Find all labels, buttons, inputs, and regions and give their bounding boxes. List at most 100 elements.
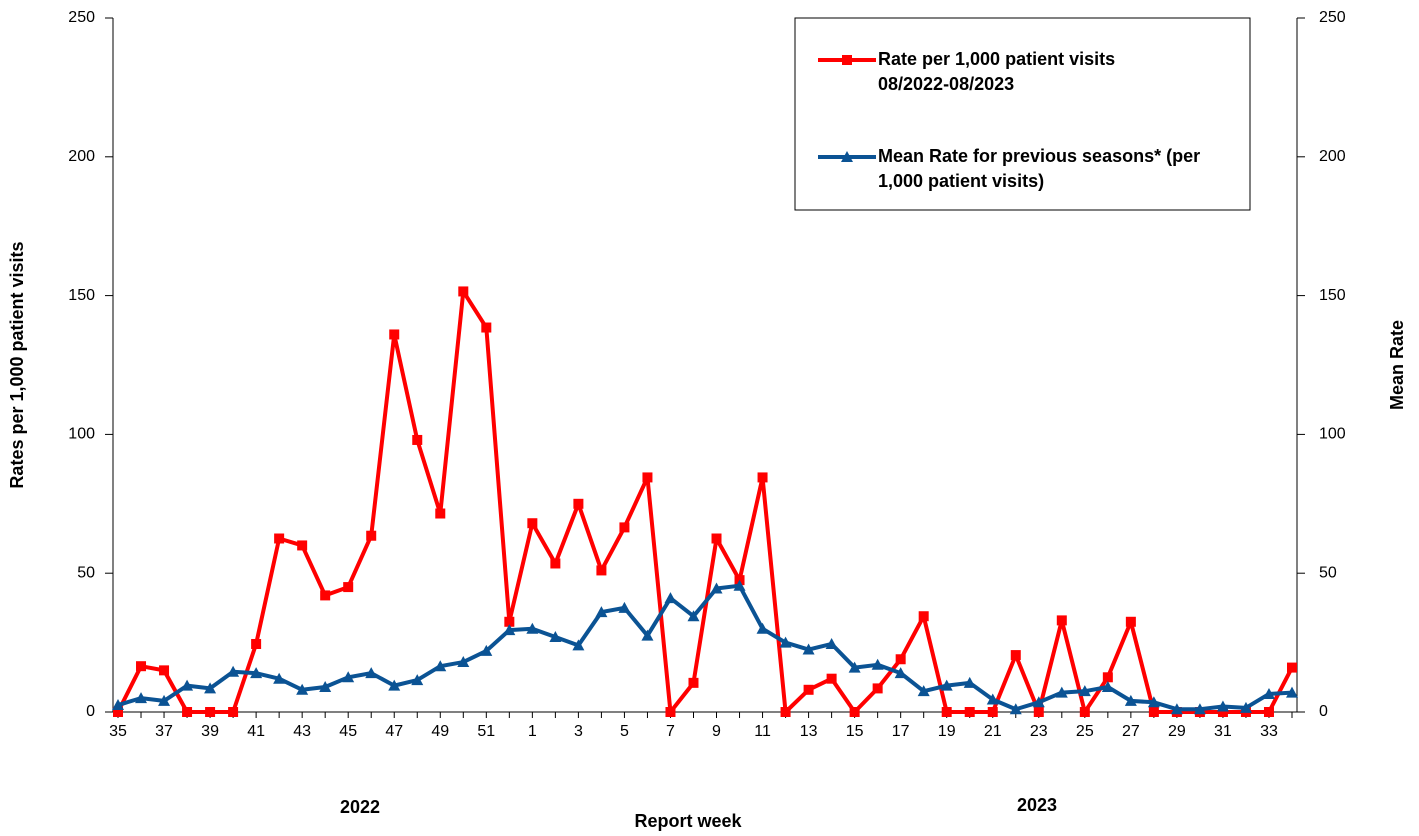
data-point xyxy=(366,530,377,541)
x-tick-label: 19 xyxy=(938,723,956,740)
data-point xyxy=(136,661,147,672)
data-point xyxy=(848,661,861,673)
data-point xyxy=(204,682,217,694)
data-point xyxy=(227,665,240,677)
data-point xyxy=(756,622,769,634)
data-point xyxy=(458,286,469,297)
x-tick-label: 31 xyxy=(1214,723,1232,740)
data-point xyxy=(987,707,998,717)
data-point xyxy=(1217,707,1228,717)
x-tick-label: 13 xyxy=(800,723,818,740)
y-tick-label: 200 xyxy=(68,148,95,165)
data-point xyxy=(618,601,631,613)
data-point xyxy=(135,692,148,704)
data-point xyxy=(572,639,585,651)
data-point xyxy=(596,565,607,576)
y-tick-label: 50 xyxy=(77,564,95,581)
y-axis-label: Rates per 1,000 patient visits xyxy=(7,241,27,488)
data-point xyxy=(527,518,538,529)
x-tick-label: 27 xyxy=(1122,723,1140,740)
data-point xyxy=(642,472,653,483)
data-point xyxy=(158,694,171,706)
y2-tick-label: 250 xyxy=(1319,9,1346,26)
data-point xyxy=(504,616,515,627)
legend-marker xyxy=(841,151,853,162)
data-point xyxy=(964,707,975,717)
year-label: 2023 xyxy=(1017,795,1057,815)
data-point xyxy=(481,322,492,333)
data-point xyxy=(780,707,791,717)
data-point xyxy=(250,667,263,679)
x-tick-label: 11 xyxy=(754,723,771,740)
data-point xyxy=(1147,696,1160,708)
legend-label: Mean Rate for previous seasons* (per 1,00… xyxy=(878,146,1200,191)
data-point xyxy=(112,699,124,711)
x-tick-label: 33 xyxy=(1260,723,1278,740)
data-point xyxy=(710,582,723,594)
data-point xyxy=(1148,707,1159,717)
data-point xyxy=(641,629,654,641)
y2-tick-label: 0 xyxy=(1319,703,1328,720)
data-point xyxy=(435,508,446,519)
legend-marker xyxy=(842,55,852,65)
data-point xyxy=(1262,687,1275,699)
year-label: 2022 xyxy=(340,797,380,817)
x-tick-label: 17 xyxy=(892,723,910,740)
data-point xyxy=(826,673,837,684)
x-tick-label: 45 xyxy=(339,723,357,740)
y-tick-label: 0 xyxy=(86,703,95,720)
y2-tick-label: 150 xyxy=(1319,287,1346,304)
data-point xyxy=(205,707,216,717)
data-point xyxy=(320,590,331,601)
data-point xyxy=(595,606,608,618)
data-point xyxy=(113,707,123,717)
data-point xyxy=(918,611,929,622)
data-point xyxy=(1125,616,1136,627)
data-point xyxy=(296,683,309,695)
x-tick-label: 7 xyxy=(666,723,675,740)
x-tick-label: 49 xyxy=(431,723,449,740)
data-point xyxy=(319,681,332,693)
y2-axis-label: Mean Rate xyxy=(1387,320,1407,410)
x-tick-label: 21 xyxy=(984,723,1002,740)
data-point xyxy=(274,533,285,544)
data-point xyxy=(182,707,193,717)
data-point xyxy=(941,707,952,717)
x-axis-label: Report week xyxy=(634,811,742,831)
data-point xyxy=(412,434,423,445)
data-point xyxy=(757,472,768,483)
data-point xyxy=(688,677,699,688)
data-point xyxy=(619,522,630,533)
y2-tick-label: 50 xyxy=(1319,564,1337,581)
data-point xyxy=(388,679,401,691)
x-tick-label: 43 xyxy=(293,723,311,740)
data-point xyxy=(1055,686,1068,698)
data-point xyxy=(895,654,906,665)
data-point xyxy=(1287,662,1297,673)
data-point xyxy=(1032,696,1045,708)
data-point xyxy=(940,679,953,691)
data-point xyxy=(343,582,354,593)
data-point xyxy=(1263,707,1274,717)
data-point xyxy=(1033,707,1044,717)
data-point xyxy=(181,679,194,691)
data-point xyxy=(434,660,447,672)
y2-tick-label: 100 xyxy=(1319,426,1346,443)
y-tick-label: 100 xyxy=(68,426,95,443)
data-point xyxy=(297,540,308,551)
x-tick-label: 51 xyxy=(477,723,495,740)
data-point xyxy=(342,671,355,683)
x-tick-label: 39 xyxy=(201,723,219,740)
data-point xyxy=(1078,685,1091,697)
series-line xyxy=(117,583,1293,712)
x-tick-label: 9 xyxy=(712,723,721,740)
data-point xyxy=(917,685,930,697)
data-point xyxy=(1286,686,1298,698)
data-point xyxy=(1102,672,1113,683)
data-point xyxy=(273,672,286,684)
x-tick-label: 3 xyxy=(574,723,583,740)
x-tick-label: 25 xyxy=(1076,723,1094,740)
data-point xyxy=(1010,650,1021,661)
data-point xyxy=(549,631,562,643)
